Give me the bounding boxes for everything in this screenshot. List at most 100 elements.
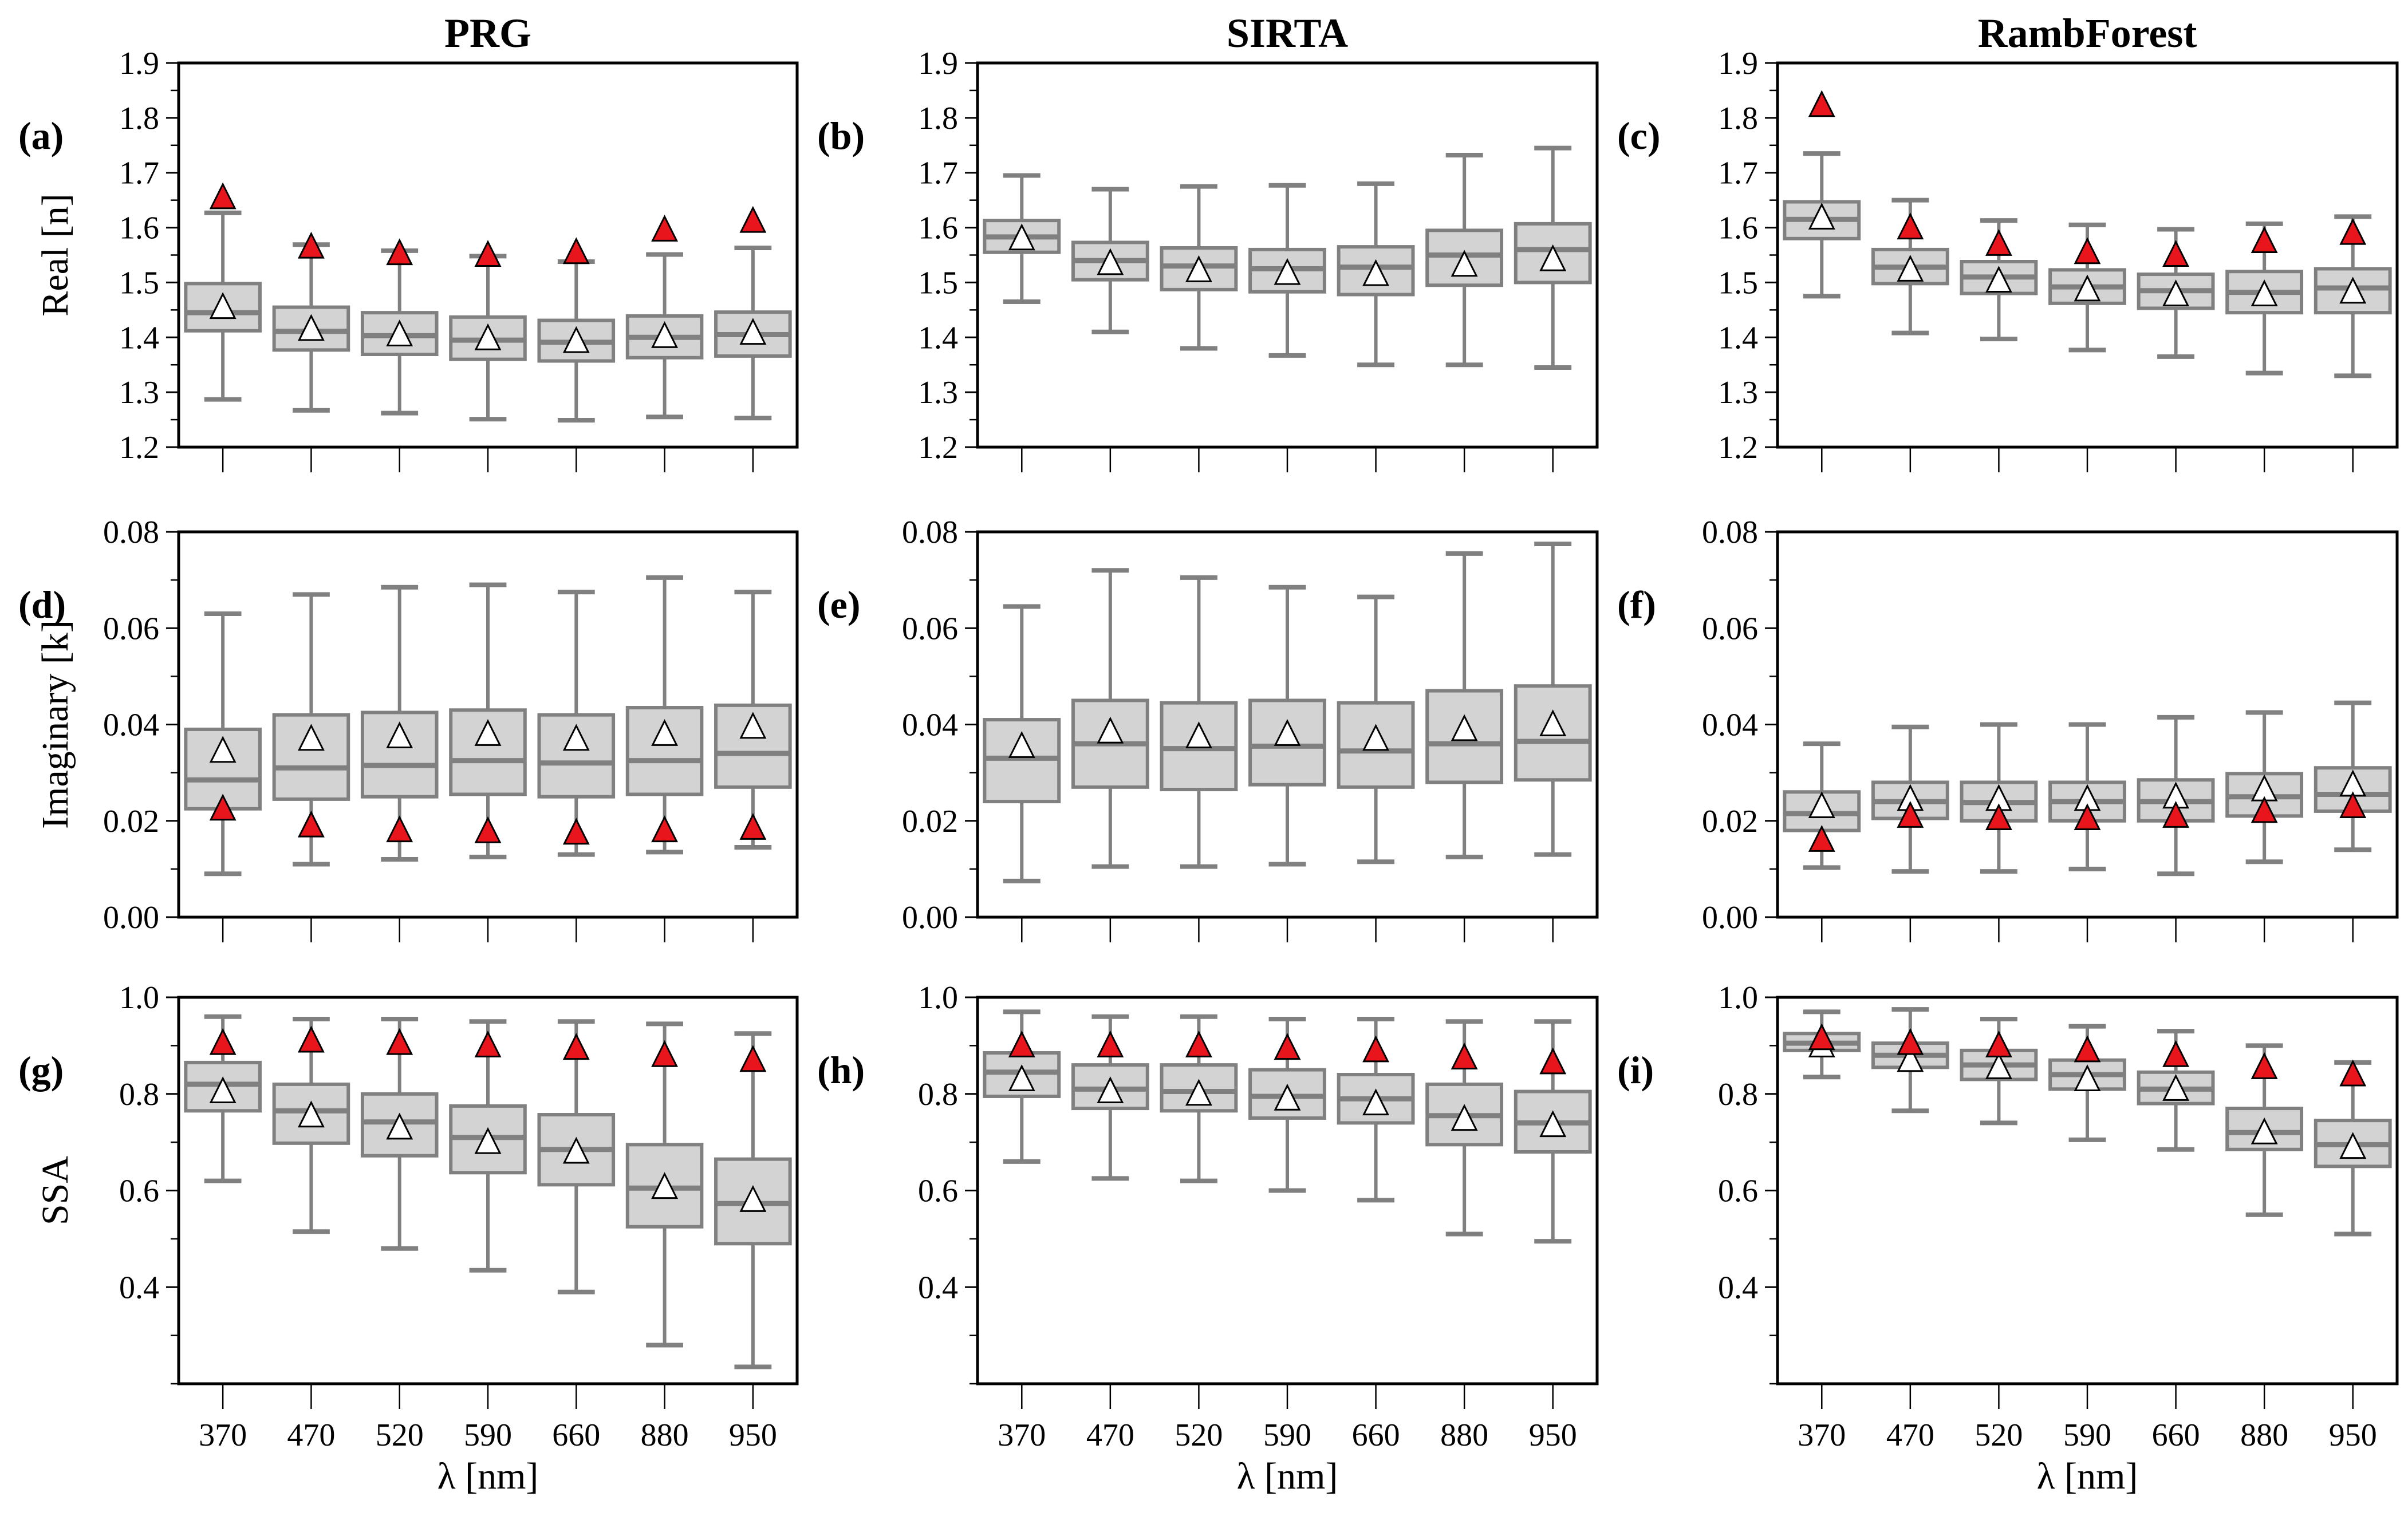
box-370 bbox=[983, 1009, 1061, 1164]
y-tick-label: 1.5 bbox=[918, 265, 958, 301]
red-marker bbox=[2339, 218, 2367, 245]
box-660 bbox=[537, 1019, 616, 1294]
mean-marker bbox=[1897, 255, 1924, 282]
box-880 bbox=[625, 215, 704, 420]
y-tick-label: 0.00 bbox=[1702, 900, 1758, 935]
y-tick-label: 1.9 bbox=[119, 46, 159, 81]
red-marker bbox=[1362, 1035, 1389, 1063]
box-950 bbox=[1514, 542, 1592, 857]
mean-marker bbox=[386, 1112, 413, 1140]
box-660 bbox=[1337, 1016, 1415, 1203]
mean-marker bbox=[1897, 1045, 1924, 1072]
y-tick-label: 1.9 bbox=[918, 46, 958, 81]
mean-marker bbox=[1985, 266, 2012, 293]
mean-marker bbox=[1539, 1110, 1567, 1138]
mean-marker bbox=[1185, 721, 1212, 749]
red-marker bbox=[1985, 1031, 2012, 1057]
x-axis-label: λ [nm] bbox=[2037, 1455, 2138, 1497]
panel-label: (f) bbox=[1617, 583, 1656, 626]
red-marker bbox=[2251, 796, 2278, 823]
y-tick-label: 1.4 bbox=[119, 320, 159, 356]
red-marker bbox=[2251, 226, 2278, 254]
mean-marker bbox=[739, 1185, 767, 1212]
panel-f bbox=[1765, 530, 2399, 942]
box-370 bbox=[1783, 1009, 1861, 1080]
box-370 bbox=[1783, 90, 1861, 299]
red-marker bbox=[562, 237, 590, 264]
mean-marker bbox=[1008, 731, 1035, 758]
mean-marker bbox=[1808, 791, 1835, 819]
mean-marker bbox=[1097, 248, 1124, 275]
x-tick-label: 370 bbox=[998, 1418, 1046, 1453]
red-marker bbox=[298, 1025, 325, 1053]
y-tick-label: 1.6 bbox=[1718, 211, 1758, 246]
red-marker bbox=[2162, 240, 2189, 267]
box-590 bbox=[449, 582, 527, 859]
red-marker bbox=[651, 1040, 678, 1067]
mean-marker bbox=[1451, 1104, 1478, 1131]
x-tick-label: 950 bbox=[1529, 1418, 1577, 1453]
x-tick-label: 470 bbox=[287, 1418, 335, 1453]
mean-marker bbox=[2339, 277, 2367, 304]
y-axis-label: Real [n] bbox=[34, 194, 76, 316]
y-tick-label: 0.06 bbox=[902, 611, 958, 646]
box-880 bbox=[2225, 221, 2304, 376]
mean-marker bbox=[1185, 1079, 1212, 1106]
red-marker bbox=[474, 816, 502, 843]
mean-marker bbox=[2074, 1064, 2101, 1091]
mean-marker bbox=[2074, 274, 2101, 302]
mean-marker bbox=[562, 326, 590, 353]
mean-marker bbox=[739, 318, 767, 345]
y-tick-label: 0.4 bbox=[119, 1270, 159, 1305]
box-590 bbox=[1248, 183, 1326, 358]
panel-label: (a) bbox=[18, 114, 64, 157]
red-marker bbox=[562, 1033, 590, 1060]
y-tick-label: 0.8 bbox=[1718, 1077, 1758, 1112]
box-470 bbox=[1071, 187, 1149, 334]
y-tick-label: 1.0 bbox=[1718, 980, 1758, 1016]
mean-marker bbox=[1539, 244, 1567, 271]
x-tick-label: 590 bbox=[464, 1418, 512, 1453]
box-660 bbox=[1337, 594, 1415, 864]
mean-marker bbox=[651, 718, 678, 746]
box-950 bbox=[2314, 214, 2392, 378]
y-tick-label: 1.6 bbox=[119, 211, 159, 246]
panel-label: (b) bbox=[817, 114, 865, 157]
panel-a bbox=[166, 61, 799, 472]
mean-marker bbox=[298, 1100, 325, 1128]
red-marker bbox=[651, 815, 678, 843]
y-tick-label: 1.6 bbox=[918, 211, 958, 246]
x-axis-label: λ [nm] bbox=[1237, 1455, 1338, 1497]
panel-label: (h) bbox=[817, 1048, 865, 1092]
red-marker bbox=[1539, 1047, 1567, 1075]
mean-marker bbox=[386, 319, 413, 346]
box-660 bbox=[2137, 714, 2215, 877]
mean-marker bbox=[1362, 259, 1389, 286]
y-tick-label: 1.2 bbox=[918, 430, 958, 465]
mean-marker bbox=[1008, 223, 1035, 251]
y-tick-label: 1.0 bbox=[918, 980, 958, 1016]
mean-marker bbox=[2251, 279, 2278, 307]
y-axis-label: Imaginary [k] bbox=[34, 620, 76, 829]
box-950 bbox=[1514, 1019, 1592, 1244]
mean-marker bbox=[1274, 1083, 1301, 1111]
red-marker bbox=[1897, 212, 1924, 240]
y-tick-label: 1.5 bbox=[119, 265, 159, 301]
mean-marker bbox=[2162, 279, 2189, 307]
column-title: SIRTA bbox=[1227, 10, 1348, 56]
x-tick-label: 660 bbox=[1352, 1418, 1400, 1453]
box-950 bbox=[714, 590, 792, 850]
mean-marker bbox=[298, 314, 325, 341]
box-950 bbox=[2314, 1059, 2392, 1237]
mean-marker bbox=[562, 1136, 590, 1164]
y-tick-label: 0.6 bbox=[1718, 1174, 1758, 1209]
red-marker bbox=[739, 813, 767, 840]
panel-label: (c) bbox=[1617, 114, 1660, 157]
red-marker bbox=[298, 231, 325, 259]
red-marker bbox=[1808, 90, 1835, 117]
y-tick-label: 0.04 bbox=[902, 708, 958, 743]
x-tick-label: 470 bbox=[1086, 1418, 1134, 1453]
box-590 bbox=[449, 240, 527, 422]
y-tick-label: 0.06 bbox=[1702, 611, 1758, 646]
x-tick-label: 470 bbox=[1886, 1418, 1934, 1453]
